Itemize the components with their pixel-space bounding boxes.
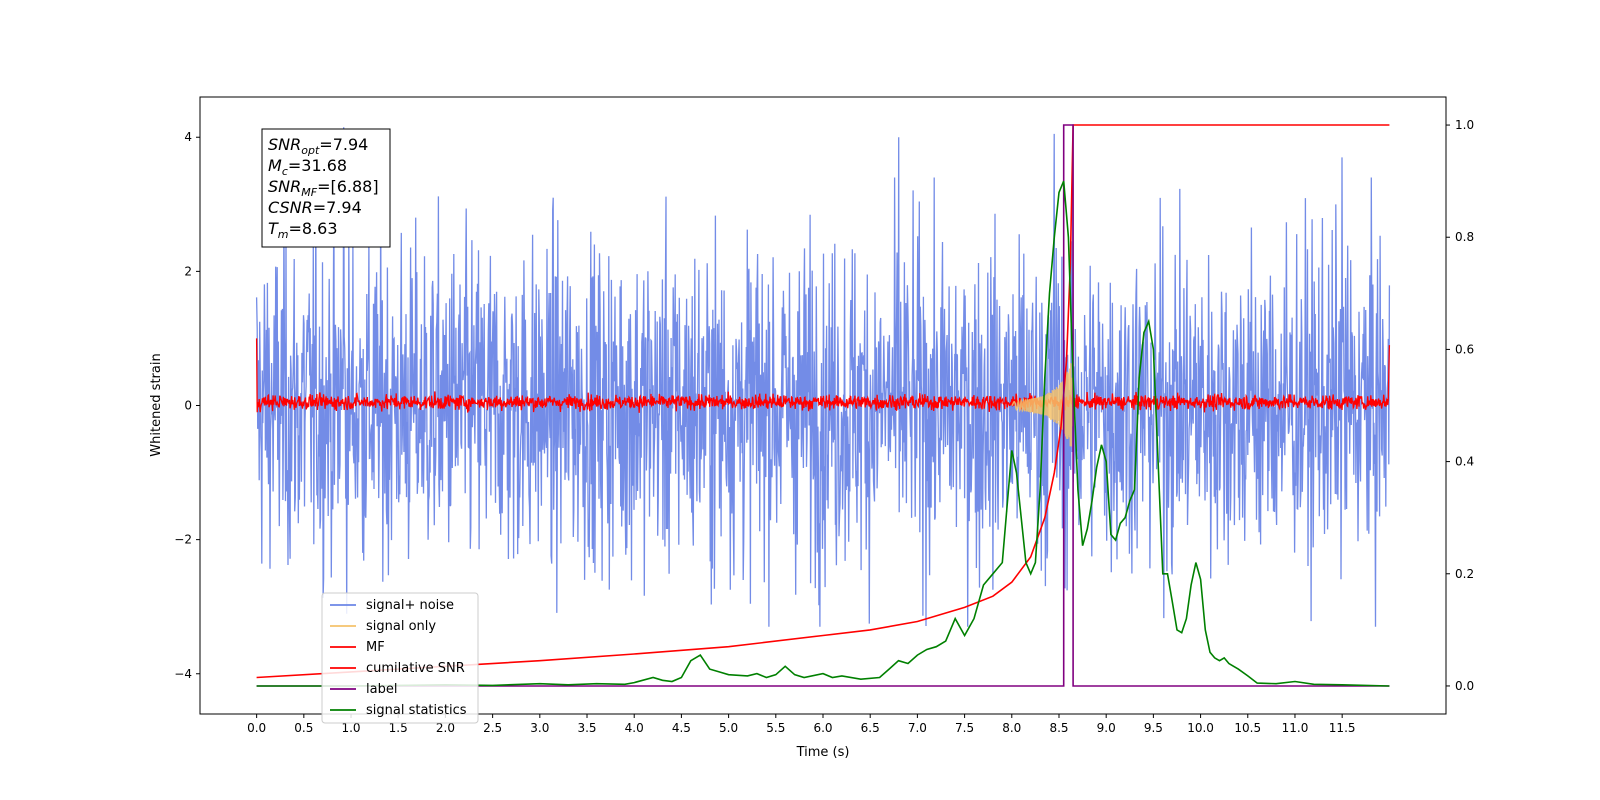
x-tick-label: 10.0 bbox=[1187, 721, 1214, 735]
info-line: CSNR=7.94 bbox=[268, 198, 362, 217]
info-line: SNRopt=7.94 bbox=[268, 135, 368, 157]
y-right-tick-label: 0.4 bbox=[1455, 455, 1474, 469]
x-tick-label: 3.0 bbox=[530, 721, 549, 735]
x-axis-label: Time (s) bbox=[796, 745, 850, 760]
x-tick-label: 9.5 bbox=[1144, 721, 1163, 735]
x-tick-label: 4.5 bbox=[672, 721, 691, 735]
legend-label: MF bbox=[366, 640, 385, 655]
x-tick-label: 8.0 bbox=[1002, 721, 1021, 735]
info-line: Mc=31.68 bbox=[268, 156, 347, 178]
y-right-tick-label: 0.2 bbox=[1455, 567, 1474, 581]
legend-frame bbox=[321, 592, 479, 724]
x-tick-label: 11.0 bbox=[1282, 721, 1309, 735]
y-tick-label: 2 bbox=[184, 264, 192, 278]
y-axis-right: 0.0 0.2 0.4 0.6 0.8 1.0 bbox=[1446, 118, 1474, 693]
series-signal-noise bbox=[255, 127, 1391, 627]
info-box: SNRopt=7.94Mc=31.68SNRMF=[6.88]CSNR=7.94… bbox=[261, 128, 391, 248]
y-right-tick-label: 0.8 bbox=[1455, 230, 1474, 244]
series-label bbox=[256, 124, 1390, 687]
x-tick-label: 5.5 bbox=[766, 721, 785, 735]
y-axis-label: Whitened strain bbox=[149, 353, 164, 456]
y-tick-label: 4 bbox=[184, 130, 192, 144]
legend-label: cumilative SNR bbox=[366, 661, 465, 676]
x-tick-label: 0.0 bbox=[247, 721, 266, 735]
legend-label: signal+ noise bbox=[366, 598, 454, 613]
plot-area bbox=[255, 124, 1391, 687]
y-tick-label: 0 bbox=[184, 399, 192, 413]
series-signal-statistics bbox=[256, 180, 1390, 687]
x-tick-label: 7.0 bbox=[908, 721, 927, 735]
x-tick-label: 9.0 bbox=[1097, 721, 1116, 735]
legend-label: label bbox=[366, 682, 397, 697]
y-tick-label: −4 bbox=[174, 667, 192, 681]
y-axis-left: −4 −2 0 2 4 bbox=[174, 130, 200, 681]
x-tick-label: 7.5 bbox=[955, 721, 974, 735]
info-box-frame bbox=[261, 128, 391, 248]
x-tick-label: 6.0 bbox=[813, 721, 832, 735]
legend-label: signal only bbox=[366, 619, 436, 634]
x-tick-label: 6.5 bbox=[861, 721, 880, 735]
y-right-tick-label: 0.0 bbox=[1455, 679, 1474, 693]
x-tick-label: 1.5 bbox=[389, 721, 408, 735]
x-tick-label: 2.5 bbox=[483, 721, 502, 735]
x-tick-label: 11.5 bbox=[1329, 721, 1356, 735]
series-mf bbox=[255, 338, 1391, 413]
info-line: Tm=8.63 bbox=[268, 219, 338, 241]
legend: signal+ noise signal only MF cumilative SNR… bbox=[321, 592, 479, 724]
x-tick-label: 0.5 bbox=[294, 721, 313, 735]
y-right-tick-label: 1.0 bbox=[1455, 118, 1474, 132]
info-line: SNRMF=[6.88] bbox=[268, 177, 379, 199]
x-axis: 0.0 0.5 1.0 1.5 2.0 2.5 3.0 3.5 4.0 4.5 5.0 5.5 6.0 6… bbox=[247, 714, 1356, 735]
x-tick-label: 1.0 bbox=[341, 721, 360, 735]
x-tick-label: 8.5 bbox=[1049, 721, 1068, 735]
x-tick-label: 10.5 bbox=[1234, 721, 1261, 735]
y-right-tick-label: 0.6 bbox=[1455, 342, 1474, 356]
x-tick-label: 5.0 bbox=[719, 721, 738, 735]
x-tick-label: 2.0 bbox=[436, 721, 455, 735]
y-tick-label: −2 bbox=[174, 533, 192, 547]
x-tick-label: 3.5 bbox=[577, 721, 596, 735]
x-tick-label: 4.0 bbox=[625, 721, 644, 735]
legend-label: signal statistics bbox=[366, 703, 467, 718]
